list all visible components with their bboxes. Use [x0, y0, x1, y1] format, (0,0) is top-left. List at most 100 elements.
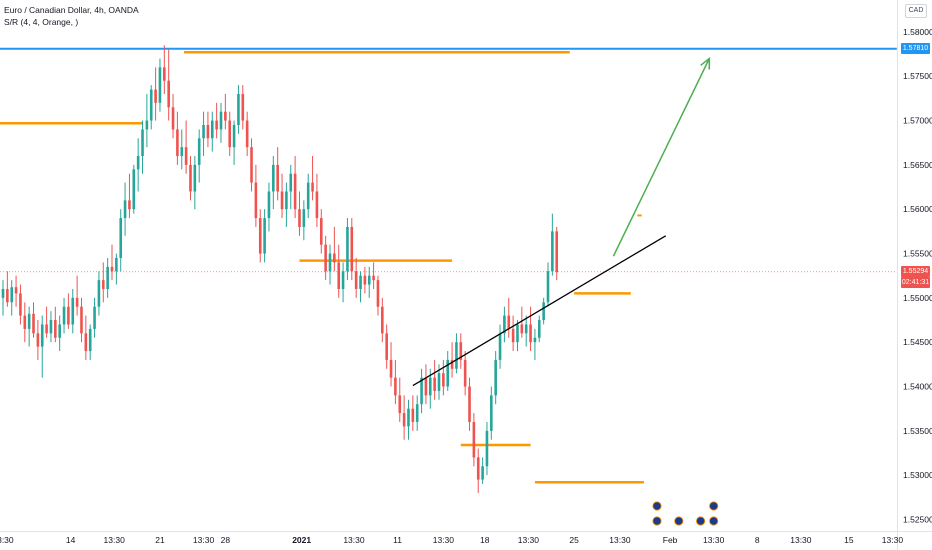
candle-body: [215, 120, 218, 130]
candle-body: [71, 297, 75, 325]
candle-body: [546, 271, 550, 303]
time-tick-label: 13:30: [193, 535, 215, 545]
drawing-layer: [0, 47, 897, 484]
time-tick-label: 18: [480, 535, 490, 545]
candle-body: [537, 320, 541, 338]
price-tick-label: 1.55500: [903, 249, 932, 259]
candle-body: [254, 182, 258, 219]
candle-body: [154, 89, 157, 103]
candle-body: [115, 257, 118, 272]
candle-body: [163, 67, 166, 81]
candle-body: [219, 111, 223, 130]
time-tick-label: 2021: [292, 535, 311, 545]
blue-line-price-badge: 1.57810: [901, 43, 930, 55]
candle-body: [424, 377, 428, 396]
candle-body: [398, 395, 402, 414]
candle-body: [337, 262, 341, 289]
economic-event-icon[interactable]: [652, 501, 662, 511]
candle-body: [302, 209, 306, 227]
price-tick-label: 1.58000: [903, 27, 932, 37]
candle-body: [293, 173, 297, 210]
economic-event-icon[interactable]: [709, 501, 719, 511]
candle-body: [289, 173, 293, 192]
last-price-badge: 1.55294: [901, 266, 930, 278]
candle-body: [324, 244, 327, 272]
candle-body: [446, 359, 450, 387]
candle-body: [128, 200, 131, 210]
candle-body: [202, 124, 205, 139]
candle-body: [119, 218, 123, 258]
candle-body: [481, 466, 484, 480]
candle-body: [437, 373, 441, 391]
candle-body: [224, 111, 227, 121]
candle-body: [123, 200, 127, 219]
candle-body: [359, 275, 362, 289]
candle-body: [494, 359, 497, 396]
time-tick-label: 11: [393, 535, 402, 545]
candle-body: [533, 337, 537, 343]
candle-body: [132, 169, 136, 210]
time-tick-label: 21: [155, 535, 165, 545]
economic-event-icon[interactable]: [674, 516, 684, 526]
candle-body: [507, 315, 511, 329]
economic-event-icon[interactable]: [652, 516, 662, 526]
candle-body: [376, 280, 380, 307]
candle-body: [490, 395, 493, 431]
price-tick-label: 1.54500: [903, 337, 932, 347]
candle-body: [511, 328, 515, 343]
time-tick-label: 8: [755, 535, 760, 545]
candle-body: [415, 404, 419, 422]
candle-body: [529, 324, 532, 343]
candle-body: [54, 320, 57, 338]
candle-body: [524, 324, 528, 334]
candle-body: [184, 147, 188, 165]
economic-event-icon[interactable]: [695, 516, 706, 526]
candle-body: [350, 226, 354, 272]
candle-body: [402, 413, 406, 427]
currency-button[interactable]: CAD: [905, 4, 927, 18]
candle-body: [442, 373, 445, 387]
candle-body: [516, 324, 519, 343]
trendline[interactable]: [412, 235, 667, 387]
candle-body: [311, 182, 314, 192]
candle-body: [27, 313, 31, 329]
time-tick-label: 13:30: [882, 535, 904, 545]
time-tick-label: 13:30: [703, 535, 725, 545]
candle-body: [45, 324, 48, 334]
candle-body: [285, 191, 288, 210]
candle-body: [542, 302, 545, 321]
candle-body: [476, 457, 480, 480]
price-tick-label: 1.53500: [903, 426, 932, 436]
projection-arrow-head: [700, 56, 711, 70]
candle-body: [315, 191, 319, 219]
candle-body: [551, 231, 554, 272]
candle-body: [49, 320, 53, 334]
candle-body: [101, 280, 105, 289]
price-tick-label: 1.57500: [903, 71, 932, 81]
candle-body: [503, 315, 506, 334]
economic-event-icon[interactable]: [709, 516, 719, 526]
candle-body: [232, 124, 236, 148]
candle-body: [40, 324, 44, 347]
candle-body: [346, 226, 349, 272]
candle-body: [241, 93, 245, 121]
candle-body: [333, 253, 336, 263]
candle-body: [176, 129, 179, 157]
candle-body: [298, 209, 301, 227]
candle-body: [498, 333, 502, 360]
candle-body: [58, 324, 61, 338]
time-tick-label: 13:30: [790, 535, 812, 545]
price-tick-label: 1.52500: [903, 514, 932, 524]
candle-body: [210, 120, 214, 139]
candle-body: [263, 218, 266, 254]
candle-body: [420, 377, 423, 405]
projection-arrow[interactable]: [612, 58, 710, 257]
candle-body: [75, 297, 79, 307]
candle-body: [10, 287, 14, 303]
price-tick-label: 1.56000: [903, 204, 932, 214]
candle-body: [280, 191, 284, 210]
time-tick-label: Feb: [663, 535, 678, 545]
indicator-label[interactable]: S/R (4, 4, Orange, ): [4, 17, 79, 27]
